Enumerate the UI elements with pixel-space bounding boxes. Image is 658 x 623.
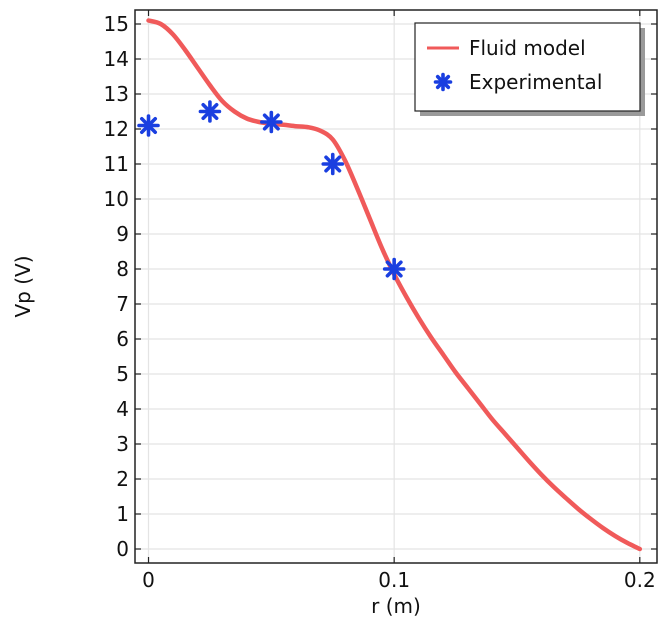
y-tick-label: 2 xyxy=(116,467,129,491)
y-axis-label: Vp (V) xyxy=(11,255,35,317)
y-tick-label: 5 xyxy=(116,362,129,386)
legend-box xyxy=(414,22,641,112)
y-tick-label: 4 xyxy=(116,397,129,421)
data-point-experimental xyxy=(137,114,160,137)
y-tick-label: 3 xyxy=(116,432,129,456)
data-point-experimental xyxy=(198,100,222,123)
y-tick-label: 10 xyxy=(104,187,129,211)
x-tick-label: 0.1 xyxy=(378,568,410,592)
y-tick-label: 1 xyxy=(116,502,129,526)
data-point-experimental xyxy=(321,152,345,176)
y-tick-label: 15 xyxy=(104,12,129,36)
data-point-experimental xyxy=(260,110,283,134)
x-axis-label: r (m) xyxy=(371,594,421,618)
y-tick-label: 7 xyxy=(116,292,129,316)
y-tick-label: 13 xyxy=(104,82,129,106)
legend-label: Fluid model xyxy=(469,36,586,60)
legend: Fluid model Experimental xyxy=(414,22,645,116)
y-tick-label: 11 xyxy=(104,152,129,176)
y-tick-label: 0 xyxy=(116,537,129,561)
y-tick-label: 9 xyxy=(116,222,129,246)
plot-area xyxy=(137,18,643,552)
y-tick-label: 12 xyxy=(104,117,129,141)
y-tick-label: 6 xyxy=(116,327,129,351)
y-tick-label: 8 xyxy=(116,257,129,281)
data-point-experimental xyxy=(382,257,406,281)
x-tick-label: 0 xyxy=(142,568,155,592)
plot-frame xyxy=(134,9,658,564)
x-tick-label: 0.2 xyxy=(624,568,656,592)
legend-swatch-asterisk xyxy=(433,72,453,92)
legend-label: Experimental xyxy=(469,70,602,94)
y-tick-label: 14 xyxy=(104,47,129,71)
